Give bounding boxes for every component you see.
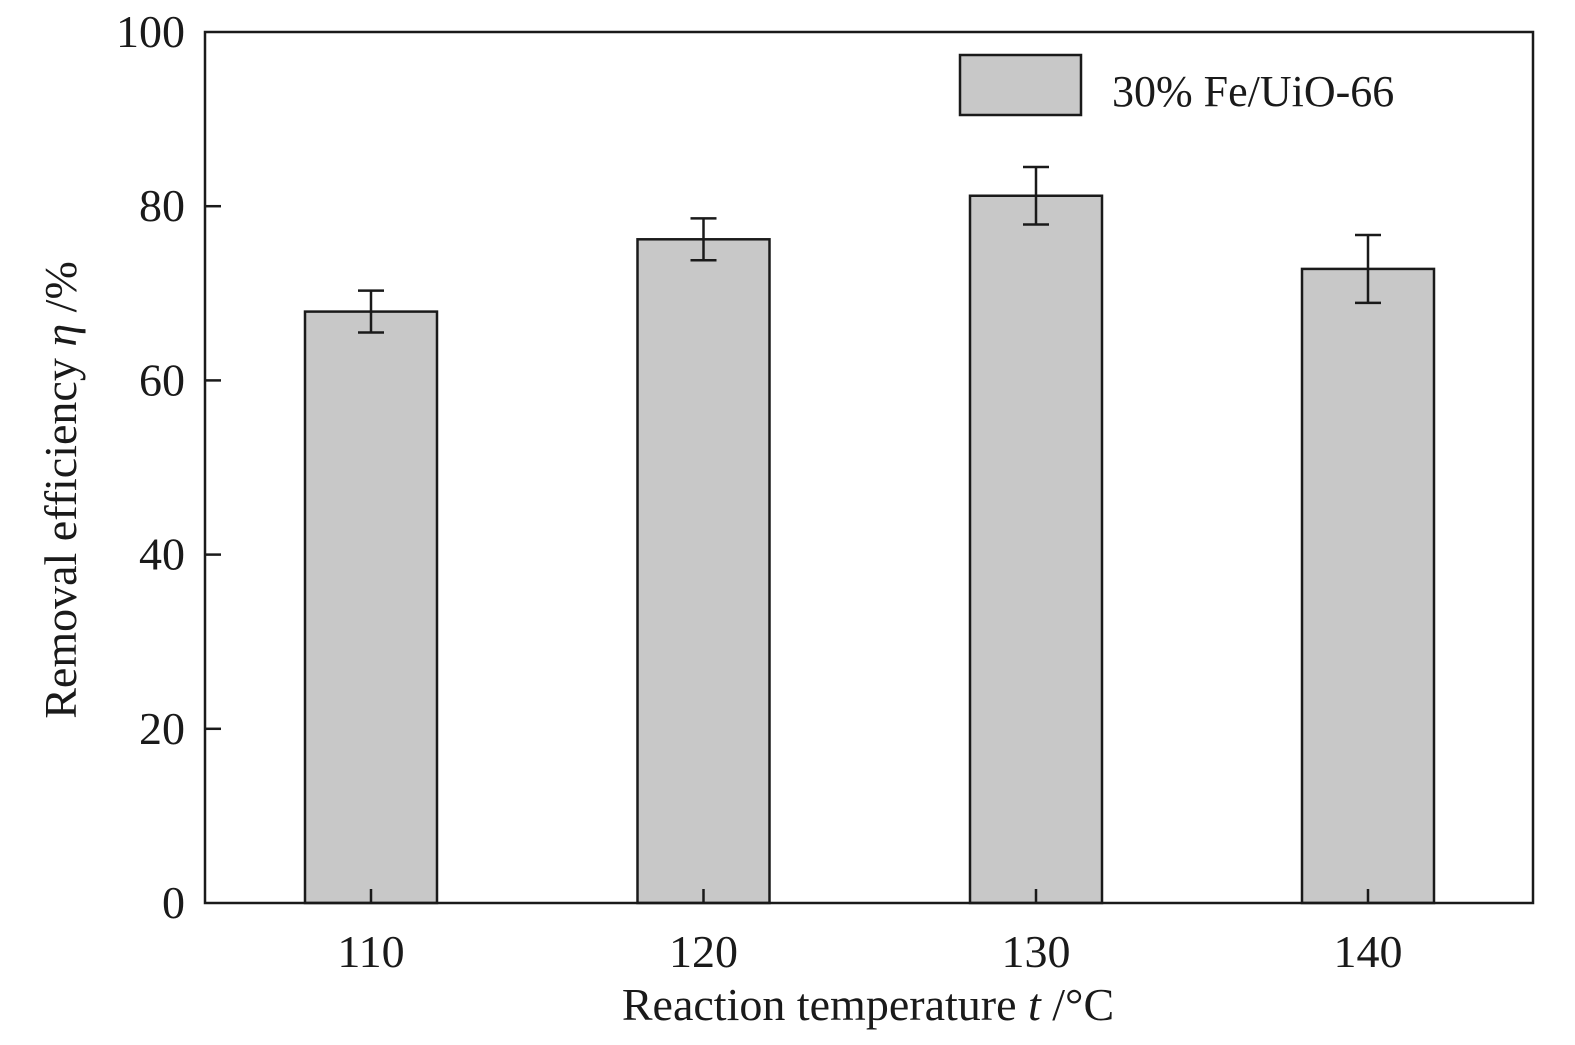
y-tick-label: 60: [139, 354, 185, 405]
y-tick-label: 80: [139, 180, 185, 231]
y-tick-label: 20: [139, 703, 185, 754]
x-tick-label: 130: [1002, 926, 1071, 977]
legend-swatch: [958, 53, 1083, 117]
error-bar-130: [1023, 165, 1049, 226]
x-tick-label: 120: [669, 926, 738, 977]
bar-130: [968, 194, 1104, 905]
x-axis-ticks: 110 120 130 140: [337, 889, 1403, 977]
y-axis-ticks: 0 20 40 60 80 100: [116, 6, 221, 928]
legend: 30% Fe/UiO-66: [958, 53, 1394, 117]
bar-110: [303, 310, 439, 905]
error-bars-layer: [358, 165, 1381, 334]
y-tick-label: 0: [162, 877, 185, 928]
y-axis-title: Removal efficiency η /%: [35, 261, 86, 719]
bar-140: [1300, 267, 1436, 905]
error-bar-140: [1355, 233, 1381, 305]
bar-120: [636, 238, 771, 905]
y-tick-label: 100: [116, 6, 185, 57]
y-tick-label: 40: [139, 529, 185, 580]
axes-layer: [203, 30, 1535, 905]
legend-label: 30% Fe/UiO-66: [1112, 67, 1394, 116]
plot-frame: [203, 30, 1535, 905]
x-tick-label: 110: [337, 926, 404, 977]
x-tick-label: 140: [1334, 926, 1403, 977]
error-bar-110: [358, 289, 384, 334]
x-axis-title: Reaction temperature t /°C: [622, 979, 1114, 1030]
error-bar-120: [690, 217, 717, 262]
bars-layer: [303, 194, 1436, 905]
